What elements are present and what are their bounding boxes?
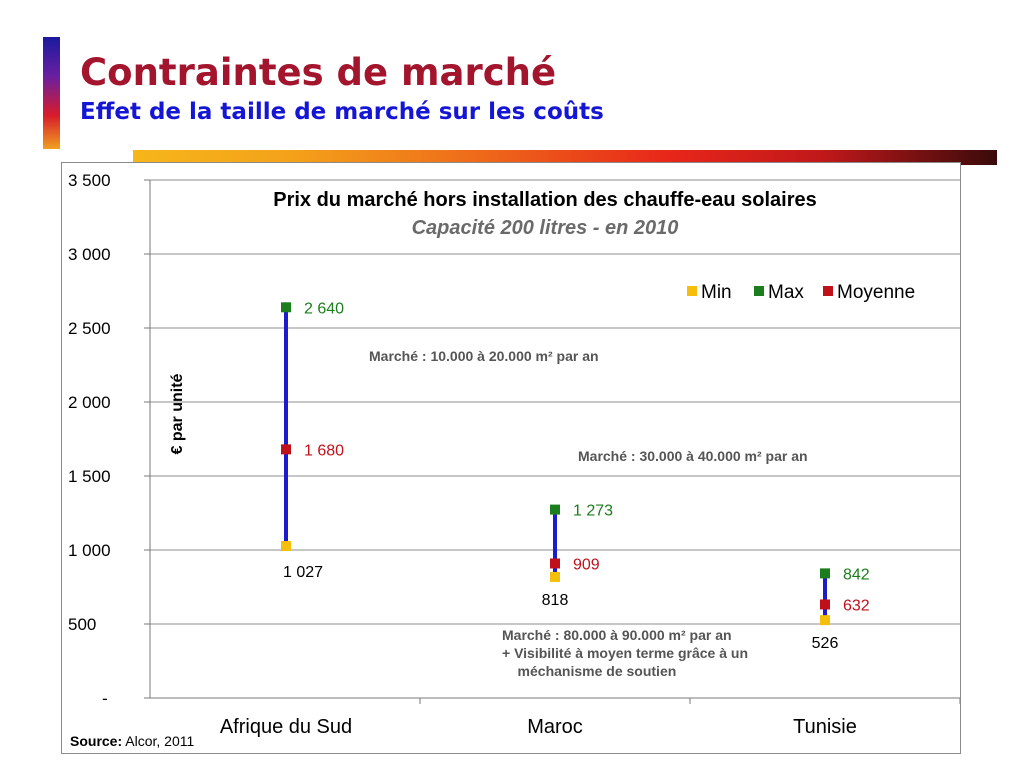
price-range-chart: - 500 1 000 1 500 2 000 2 500 3 000 3 500 Afriqu… <box>68 171 960 738</box>
point-min-tunisie <box>820 615 830 626</box>
source-note: Source: Alcor, 2011 <box>70 733 194 749</box>
source-label: Source: <box>70 733 123 749</box>
category-label-maroc: Maroc <box>527 716 583 738</box>
data-label-max-maroc: 1 273 <box>573 503 613 520</box>
data-label-moyenne-afrique-du-sud: 1 680 <box>304 442 344 459</box>
point-moyenne-afrique-du-sud <box>281 444 291 455</box>
y-tick-label: 3 000 <box>68 245 111 264</box>
y-tick-label: 500 <box>68 615 96 634</box>
y-tick-label: 1 000 <box>68 541 111 560</box>
source-text: Alcor, 2011 <box>125 733 195 749</box>
chart-subtitle: Capacité 200 litres - en 2010 <box>412 217 679 239</box>
data-label-moyenne-tunisie: 632 <box>843 597 870 614</box>
data-label-max-tunisie: 842 <box>843 566 870 583</box>
point-max-tunisie <box>820 568 830 579</box>
point-moyenne-tunisie <box>820 599 830 610</box>
legend-swatch-min <box>687 286 697 296</box>
legend-swatch-moyenne <box>823 286 833 296</box>
annotation-3-line-2: + Visibilité à moyen terme grâce à un <box>502 645 748 661</box>
side-accent-bar <box>43 37 60 149</box>
legend-label-max: Max <box>768 282 804 303</box>
data-label-min-afrique-du-sud: 1 027 <box>283 564 323 581</box>
legend-swatch-max <box>754 286 764 296</box>
annotation-3-line-3: méchanisme de soutien <box>502 663 676 679</box>
data-label-max-afrique-du-sud: 2 640 <box>304 300 344 317</box>
point-max-maroc <box>550 504 560 515</box>
data-label-min-tunisie: 526 <box>812 635 839 652</box>
category-label-afrique-du-sud: Afrique du Sud <box>220 716 352 738</box>
point-min-afrique-du-sud <box>281 541 291 552</box>
annotation-3-line-1: Marché : 80.000 à 90.000 m² par an <box>502 627 732 643</box>
slide-title: Contraintes de marché <box>80 51 557 94</box>
header-gradient-rule <box>133 150 997 165</box>
y-tick-label: 2 000 <box>68 393 111 412</box>
chart-title: Prix du marché hors installation des cha… <box>273 189 817 211</box>
category-label-tunisie: Tunisie <box>793 716 857 738</box>
data-label-moyenne-maroc: 909 <box>573 556 600 573</box>
point-moyenne-maroc <box>550 558 560 569</box>
point-max-afrique-du-sud <box>281 302 291 313</box>
data-label-min-maroc: 818 <box>542 592 569 609</box>
y-tick-label: 2 500 <box>68 319 111 338</box>
point-min-maroc <box>550 571 560 582</box>
y-tick-label: 1 500 <box>68 467 111 486</box>
y-tick-label: 3 500 <box>68 171 111 190</box>
y-tick-label: - <box>102 689 108 708</box>
legend-label-moyenne: Moyenne <box>837 282 915 303</box>
annotation-1-line-1: Marché : 10.000 à 20.000 m² par an <box>369 348 599 364</box>
y-axis-label: € par unité <box>169 373 186 454</box>
annotation-2-line-1: Marché : 30.000 à 40.000 m² par an <box>578 448 808 464</box>
chart-frame: - 500 1 000 1 500 2 000 2 500 3 000 3 500 Afriqu… <box>61 162 961 754</box>
slide-subtitle: Effet de la taille de marché sur les coû… <box>80 99 604 125</box>
legend-label-min: Min <box>701 282 732 303</box>
